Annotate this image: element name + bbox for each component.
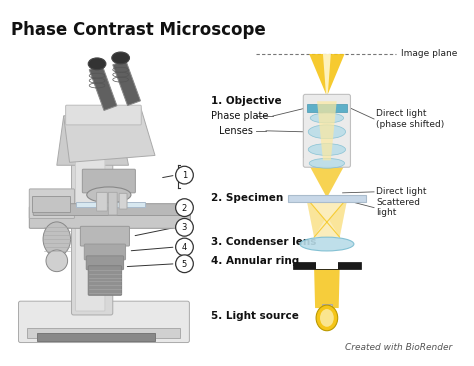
Ellipse shape bbox=[320, 309, 334, 327]
Text: 1: 1 bbox=[182, 171, 187, 180]
Ellipse shape bbox=[309, 158, 345, 168]
Bar bbox=[307, 104, 346, 112]
Ellipse shape bbox=[308, 143, 346, 156]
Ellipse shape bbox=[316, 305, 337, 331]
Ellipse shape bbox=[88, 58, 106, 70]
Text: Scattered
light: Scattered light bbox=[376, 198, 420, 217]
Text: 2. Specimen: 2. Specimen bbox=[211, 193, 283, 203]
Ellipse shape bbox=[310, 113, 344, 123]
Circle shape bbox=[176, 255, 193, 273]
FancyBboxPatch shape bbox=[88, 266, 122, 295]
Ellipse shape bbox=[43, 222, 71, 256]
Polygon shape bbox=[309, 54, 345, 96]
Ellipse shape bbox=[112, 52, 129, 64]
FancyBboxPatch shape bbox=[18, 301, 190, 343]
Bar bbox=[292, 262, 361, 269]
Text: Created with BioRender: Created with BioRender bbox=[346, 343, 453, 352]
Text: 2: 2 bbox=[182, 203, 187, 213]
FancyBboxPatch shape bbox=[75, 118, 105, 311]
FancyBboxPatch shape bbox=[33, 204, 186, 216]
FancyBboxPatch shape bbox=[82, 169, 136, 193]
Text: Phase plate: Phase plate bbox=[211, 111, 268, 121]
Text: 4: 4 bbox=[182, 243, 187, 252]
Text: 4. Annular ring: 4. Annular ring bbox=[211, 256, 299, 266]
FancyBboxPatch shape bbox=[72, 114, 113, 315]
Polygon shape bbox=[323, 54, 331, 106]
Bar bbox=[113, 60, 140, 105]
FancyBboxPatch shape bbox=[84, 244, 126, 260]
Text: Lenses: Lenses bbox=[219, 126, 253, 136]
Circle shape bbox=[176, 199, 193, 216]
Text: 5: 5 bbox=[182, 260, 187, 269]
Bar bbox=[322, 304, 332, 312]
Bar bbox=[316, 262, 337, 269]
Text: Phase Contrast Microscope: Phase Contrast Microscope bbox=[10, 20, 265, 38]
Circle shape bbox=[176, 219, 193, 236]
FancyBboxPatch shape bbox=[65, 105, 141, 125]
Bar bbox=[37, 333, 155, 341]
Bar bbox=[89, 65, 117, 111]
Text: 5. Light source: 5. Light source bbox=[211, 311, 299, 321]
Ellipse shape bbox=[46, 250, 68, 272]
Text: 3. Condenser lens: 3. Condenser lens bbox=[211, 237, 316, 247]
FancyBboxPatch shape bbox=[81, 226, 129, 246]
Polygon shape bbox=[306, 198, 325, 237]
FancyBboxPatch shape bbox=[97, 193, 108, 211]
Polygon shape bbox=[314, 269, 340, 308]
Circle shape bbox=[176, 238, 193, 256]
Polygon shape bbox=[309, 165, 345, 198]
Ellipse shape bbox=[87, 187, 131, 203]
Bar bbox=[32, 196, 70, 212]
Text: Image plane: Image plane bbox=[401, 49, 457, 59]
FancyBboxPatch shape bbox=[109, 193, 117, 215]
FancyBboxPatch shape bbox=[29, 189, 74, 219]
Bar bbox=[27, 328, 180, 337]
Text: 1. Objective: 1. Objective bbox=[211, 96, 282, 106]
FancyBboxPatch shape bbox=[29, 207, 191, 228]
Polygon shape bbox=[306, 198, 347, 237]
Text: 3: 3 bbox=[182, 223, 187, 232]
FancyBboxPatch shape bbox=[119, 193, 127, 209]
Polygon shape bbox=[57, 116, 128, 165]
Polygon shape bbox=[64, 106, 155, 162]
Ellipse shape bbox=[308, 125, 346, 139]
Text: Direct light: Direct light bbox=[376, 187, 427, 197]
FancyBboxPatch shape bbox=[303, 94, 350, 167]
Ellipse shape bbox=[300, 237, 354, 251]
Bar bbox=[76, 202, 145, 207]
Text: Direct light
(phase shifted): Direct light (phase shifted) bbox=[376, 109, 444, 129]
Bar bbox=[288, 195, 366, 202]
FancyBboxPatch shape bbox=[86, 256, 124, 270]
Circle shape bbox=[176, 166, 193, 184]
Polygon shape bbox=[329, 198, 347, 237]
Polygon shape bbox=[317, 101, 337, 160]
